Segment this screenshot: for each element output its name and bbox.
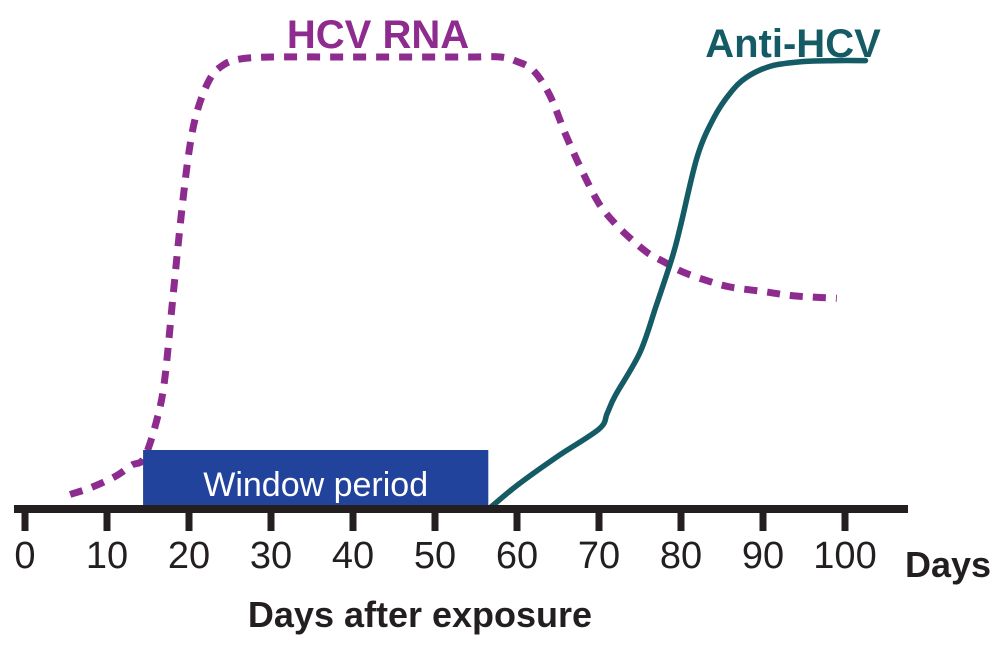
x-axis: 0 10 20 30 40 50 60 70 80 90 100 [14, 505, 908, 577]
tick-label: 60 [496, 535, 538, 577]
tick-label: 80 [660, 535, 702, 577]
anti-hcv-series-label: Anti-HCV [705, 22, 881, 66]
tick-label: 20 [168, 535, 210, 577]
tick-label: 30 [250, 535, 292, 577]
window-period-box [143, 450, 489, 507]
tick-label: 90 [742, 535, 784, 577]
tick-label: 10 [86, 535, 128, 577]
window-period-label: Window period [203, 466, 428, 504]
anti-hcv-curve [487, 57, 869, 511]
tick-label: 40 [332, 535, 374, 577]
tick-label: 0 [14, 535, 35, 577]
tick-label: 100 [813, 535, 876, 577]
tick-label: 70 [578, 535, 620, 577]
tick-label: 50 [414, 535, 456, 577]
x-axis-title: Days after exposure [248, 594, 592, 635]
hcv-rna-curve [68, 53, 838, 498]
x-axis-unit-label: Days [905, 544, 991, 585]
hcv-rna-series-label: HCV RNA [287, 13, 469, 57]
